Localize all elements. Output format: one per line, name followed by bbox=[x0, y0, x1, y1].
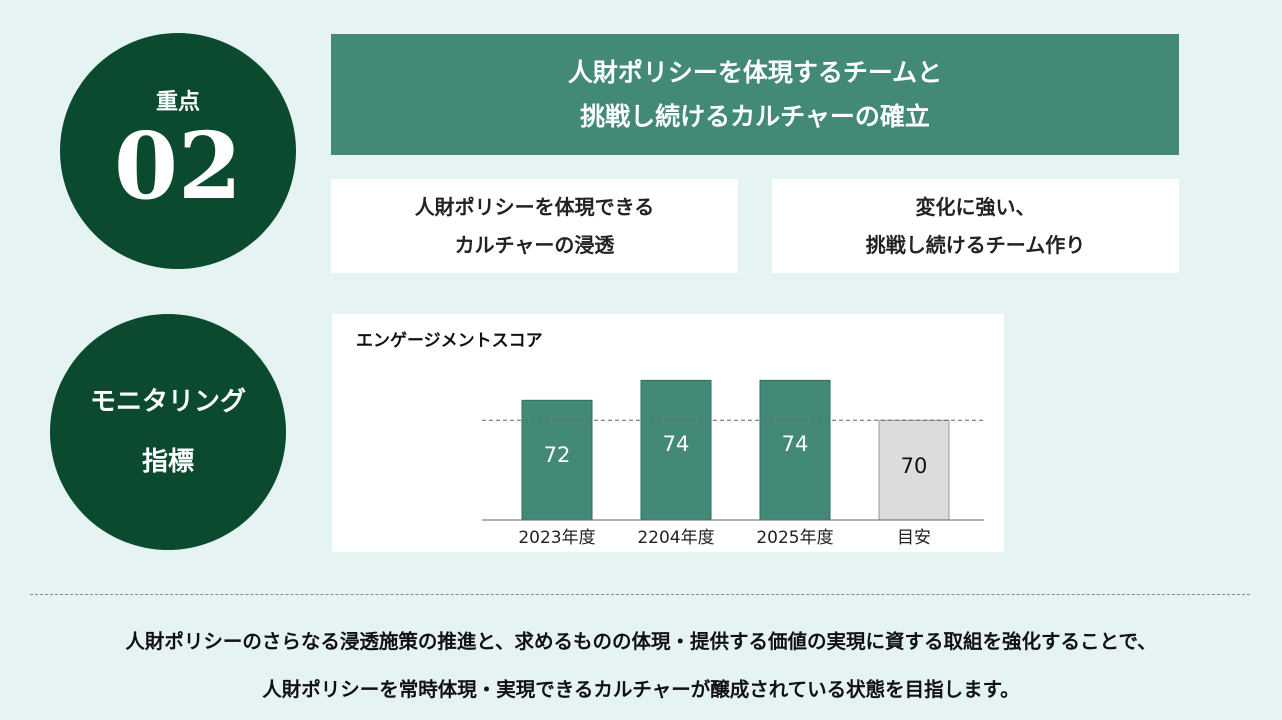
category-label-2: 2025年度 bbox=[756, 528, 833, 548]
focus-badge: 重点 02 bbox=[60, 33, 296, 269]
dashed-divider bbox=[30, 594, 1250, 595]
summary-text: 人財ポリシーのさらなる浸透施策の推進と、求めるものの体現・提供する価値の実現に資… bbox=[0, 618, 1282, 714]
goal-card-culture: 人財ポリシーを体現できる カルチャーの浸透 bbox=[331, 179, 738, 273]
summary-line-2: 人財ポリシーを常時体現・実現できるカルチャーが醸成されている状態を目指します。 bbox=[262, 678, 1020, 701]
goal-card-team: 変化に強い、 挑戦し続けるチーム作り bbox=[772, 179, 1179, 273]
banner-line-1: 人財ポリシーを体現するチームと bbox=[567, 57, 943, 87]
category-label-0: 2023年度 bbox=[518, 528, 595, 548]
summary-line-1: 人財ポリシーのさらなる浸透施策の推進と、求めるものの体現・提供する価値の実現に資… bbox=[125, 630, 1157, 653]
bar-1 bbox=[640, 379, 712, 521]
bar-value-label-3: 70 bbox=[901, 454, 928, 478]
banner-line-2: 挑戦し続けるカルチャーの確立 bbox=[580, 101, 930, 131]
card-line-1: 変化に強い、 bbox=[915, 195, 1036, 219]
card-line-2: カルチャーの浸透 bbox=[454, 233, 615, 257]
bar-value-label-2: 74 bbox=[782, 432, 809, 456]
bar-value-label-1: 74 bbox=[663, 432, 690, 456]
bar-value-label-0: 72 bbox=[544, 443, 571, 467]
focus-label: 重点 bbox=[155, 90, 200, 115]
monitoring-line-2: 指標 bbox=[141, 447, 194, 477]
chart-title: エンゲージメントスコア bbox=[356, 331, 543, 351]
category-label-3: 目安 bbox=[897, 528, 931, 548]
focus-number: 02 bbox=[113, 112, 243, 220]
monitoring-badge: モニタリング 指標 bbox=[50, 314, 286, 550]
monitoring-line-1: モニタリング bbox=[89, 387, 246, 417]
engagement-bar-chart: 72 2023年度 74 2204年度 74 2025年度 70 目安 bbox=[482, 379, 984, 548]
focus-title-banner: 人財ポリシーを体現するチームと 挑戦し続けるカルチャーの確立 bbox=[331, 34, 1179, 155]
category-label-1: 2204年度 bbox=[637, 528, 714, 548]
card-line-1: 人財ポリシーを体現できる bbox=[414, 195, 655, 219]
card-line-2: 挑戦し続けるチーム作り bbox=[865, 233, 1086, 257]
engagement-chart-panel: エンゲージメントスコア 72 2023年度 74 2204年度 74 2025年度 70 目安 bbox=[332, 314, 1004, 552]
